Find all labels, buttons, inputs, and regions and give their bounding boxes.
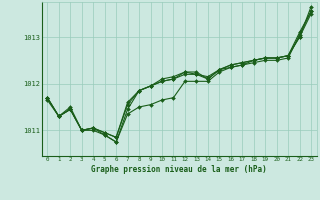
X-axis label: Graphe pression niveau de la mer (hPa): Graphe pression niveau de la mer (hPa) (91, 165, 267, 174)
